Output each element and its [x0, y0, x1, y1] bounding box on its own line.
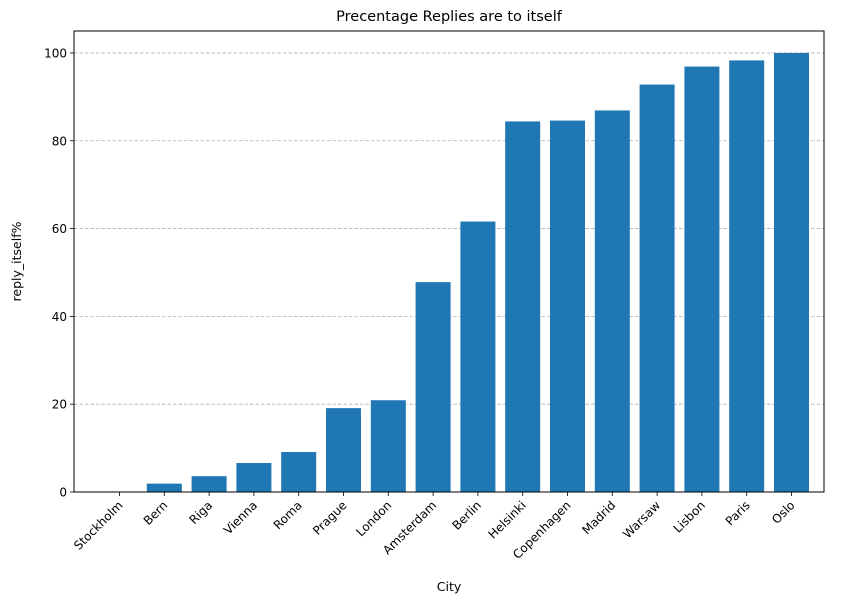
- y-tick-label: 100: [44, 46, 67, 60]
- bar: [550, 120, 585, 493]
- bar: [505, 121, 541, 492]
- y-tick-label: 0: [59, 486, 67, 500]
- y-tick-label: 40: [52, 310, 67, 324]
- bar: [191, 476, 227, 492]
- y-ticks: 0 20 40 60 80 100: [44, 46, 74, 500]
- y-tick-label: 20: [52, 398, 67, 412]
- bar: [774, 52, 809, 492]
- y-tick-label: 80: [52, 134, 67, 148]
- bar: [146, 483, 182, 492]
- bar: [460, 221, 496, 492]
- bar: [639, 84, 675, 492]
- bar: [236, 463, 272, 492]
- y-tick-label: 60: [52, 222, 67, 236]
- chart-title: Precentage Replies are to itself: [336, 9, 563, 25]
- bar: [684, 66, 720, 492]
- plot-frame: [73, 30, 825, 493]
- x-axis-label: City: [437, 579, 462, 594]
- bar: [729, 60, 765, 492]
- bars-layer: [146, 52, 809, 493]
- bar: [415, 282, 451, 492]
- bar: [370, 400, 406, 492]
- y-axis-label: reply_itself%: [9, 221, 24, 301]
- bar: [326, 408, 361, 492]
- bar: [594, 110, 630, 492]
- bar: [281, 452, 317, 492]
